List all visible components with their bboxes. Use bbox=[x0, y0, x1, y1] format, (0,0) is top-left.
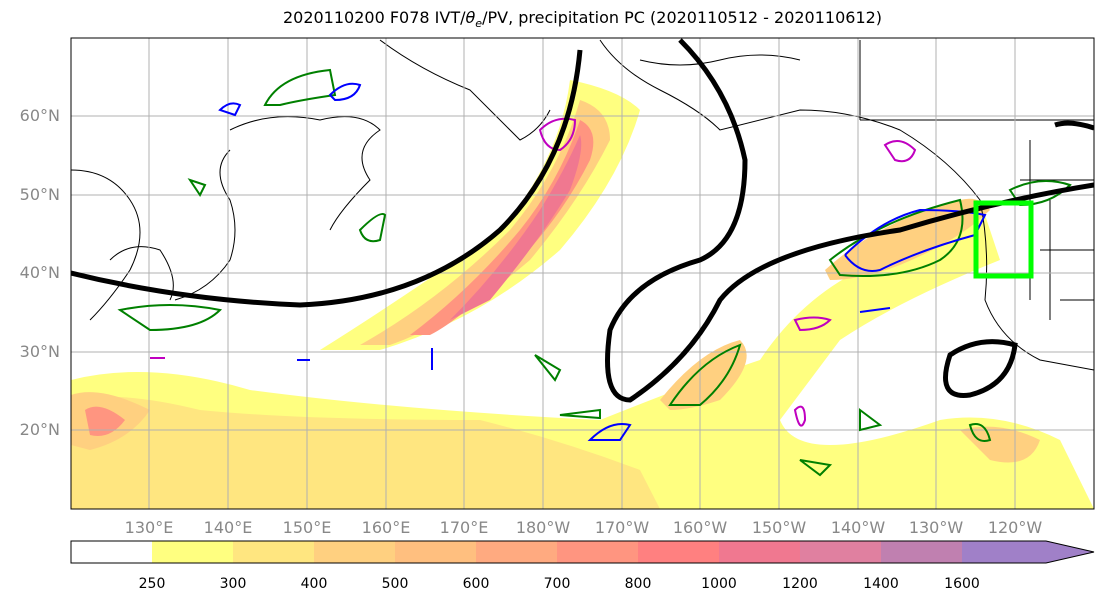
colorbar-tick: 400 bbox=[300, 576, 328, 592]
colorbar-tick: 1400 bbox=[863, 576, 899, 592]
pv-contours bbox=[218, 82, 987, 441]
lon-label-140e: 140°E bbox=[203, 518, 253, 537]
lat-label-20n: 20°N bbox=[19, 420, 60, 439]
lon-label-130w: 130°W bbox=[908, 518, 964, 537]
lon-label-150w: 150°W bbox=[751, 518, 807, 537]
colorbar-tick: 500 bbox=[381, 576, 409, 592]
lon-label-150e: 150°E bbox=[282, 518, 332, 537]
lat-label-40n: 40°N bbox=[19, 263, 60, 282]
theta-contours bbox=[150, 117, 917, 427]
colorbar-tick: 250 bbox=[138, 576, 166, 592]
colorbar-tick: 800 bbox=[624, 576, 652, 592]
colorbar-tick: 700 bbox=[543, 576, 571, 592]
coastlines bbox=[71, 39, 1094, 371]
colorbar-tick: 300 bbox=[219, 576, 247, 592]
lon-label-160e: 160°E bbox=[361, 518, 411, 537]
jet-streamline bbox=[71, 38, 1094, 403]
lon-label-170e: 170°E bbox=[439, 518, 489, 537]
lat-label-50n: 50°N bbox=[19, 185, 60, 204]
lat-label-30n: 30°N bbox=[19, 342, 60, 361]
gridlines bbox=[71, 38, 1094, 509]
ivt-contours bbox=[117, 68, 1072, 477]
map-title: 2020110200 F078 IVT/θe/PV, precipitation… bbox=[282, 8, 883, 31]
lon-label-130e: 130°E bbox=[124, 518, 174, 537]
lon-label-170w: 170°W bbox=[594, 518, 650, 537]
lon-label-160w: 160°W bbox=[672, 518, 728, 537]
target-region-box bbox=[973, 200, 1034, 279]
colorbar-tick: 1600 bbox=[944, 576, 980, 592]
lon-label-120w: 120°W bbox=[987, 518, 1043, 537]
map-frame bbox=[70, 37, 1095, 510]
colorbar-tick: 1200 bbox=[782, 576, 818, 592]
lon-label-140w: 140°W bbox=[830, 518, 886, 537]
colorbar bbox=[70, 540, 1095, 564]
ivt-shading bbox=[71, 80, 1094, 509]
colorbar-tick: 600 bbox=[462, 576, 490, 592]
colorbar-tick: 1000 bbox=[701, 576, 737, 592]
lon-label-180w: 180°W bbox=[515, 518, 571, 537]
lat-label-60n: 60°N bbox=[19, 106, 60, 125]
